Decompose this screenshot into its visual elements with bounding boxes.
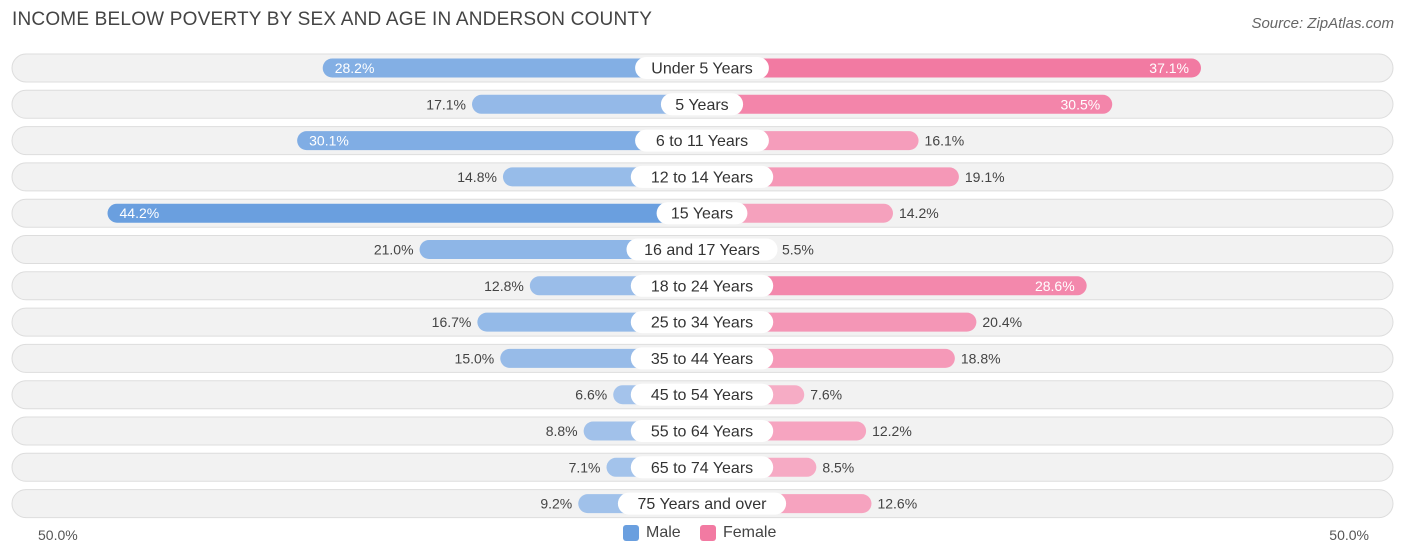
- category-pill: [630, 165, 774, 188]
- legend-male-swatch: [623, 525, 639, 541]
- chart-title: INCOME BELOW POVERTY BY SEX AND AGE IN A…: [12, 9, 653, 30]
- category-label: 15 Years: [671, 206, 733, 223]
- value-label-female: 14.2%: [899, 205, 939, 221]
- chart-row: 6.6% 7.6% 45 to 54 Years: [11, 380, 1394, 410]
- value-label-male: 44.2%: [120, 205, 160, 221]
- category-pill: [630, 274, 774, 297]
- category-pill: [635, 129, 769, 152]
- chart-source: Source: ZipAtlas.com: [1251, 15, 1394, 32]
- chart-row: 12.8% 28.6% 18 to 24 Years: [11, 271, 1394, 301]
- chart-row: 30.1% 16.1% 6 to 11 Years: [11, 126, 1394, 156]
- legend-male[interactable]: Male: [623, 524, 681, 542]
- bar-male: [322, 58, 702, 78]
- chart-row: 15.0% 18.8% 35 to 44 Years: [11, 343, 1394, 373]
- bar-female: [702, 58, 1201, 78]
- category-label: 12 to 14 Years: [651, 169, 753, 186]
- value-label-male: 21.0%: [374, 242, 414, 258]
- category-pill: [630, 347, 774, 370]
- value-label-female: 7.6%: [810, 387, 842, 403]
- chart-row: 17.1% 30.5% 5 Years: [11, 89, 1394, 119]
- value-label-female: 37.1%: [1149, 60, 1189, 76]
- value-label-female: 5.5%: [782, 242, 814, 258]
- value-label-female: 12.6%: [877, 496, 917, 512]
- chart-row: 21.0% 5.5% 16 and 17 Years: [11, 235, 1394, 264]
- category-pill: [617, 492, 787, 515]
- legend-female-swatch: [700, 525, 716, 541]
- value-label-male: 14.8%: [457, 169, 497, 185]
- legend: Male Female: [0, 522, 1406, 546]
- value-label-female: 18.8%: [961, 350, 1001, 366]
- category-label: 18 to 24 Years: [651, 278, 753, 295]
- category-label: 5 Years: [675, 97, 728, 114]
- category-label: 35 to 44 Years: [651, 351, 753, 368]
- category-pill: [630, 456, 774, 479]
- bar-male: [107, 203, 702, 223]
- category-pill: [660, 93, 744, 116]
- value-label-female: 28.6%: [1035, 278, 1075, 294]
- axis-right-label: 50.0%: [1329, 527, 1369, 543]
- bar-male: [472, 94, 702, 114]
- bar-male: [297, 131, 702, 151]
- value-label-female: 19.1%: [965, 169, 1005, 185]
- chart-row: 8.8% 12.2% 55 to 64 Years: [11, 416, 1394, 446]
- value-label-male: 8.8%: [546, 423, 578, 439]
- value-label-male: 15.0%: [455, 350, 495, 366]
- value-label-male: 6.6%: [575, 387, 607, 403]
- chart-row: 16.7% 20.4% 25 to 34 Years: [11, 307, 1394, 337]
- value-label-male: 30.1%: [309, 133, 349, 149]
- value-label-male: 28.2%: [335, 60, 375, 76]
- chart-row: 14.8% 19.1% 12 to 14 Years: [11, 162, 1394, 192]
- chart-row: 44.2% 14.2% 15 Years: [11, 198, 1394, 228]
- category-pill: [635, 57, 769, 79]
- bar-female: [702, 94, 1113, 114]
- category-label: 75 Years and over: [638, 496, 768, 513]
- chart-row: 28.2% 37.1% Under 5 Years: [11, 53, 1394, 83]
- category-pill: [626, 238, 778, 261]
- legend-male-label: Male: [646, 524, 681, 541]
- category-label: 25 to 34 Years: [651, 315, 753, 332]
- value-label-male: 7.1%: [569, 459, 601, 475]
- category-label: 65 to 74 Years: [651, 460, 753, 477]
- bar-chart: 28.2% 37.1% Under 5 Years 17.1% 30.5% 5 Years…: [11, 53, 1394, 519]
- category-label: Under 5 Years: [651, 61, 752, 78]
- chart-row: 9.2% 12.6% 75 Years and over: [11, 489, 1394, 519]
- value-label-female: 20.4%: [982, 314, 1022, 330]
- category-label: 6 to 11 Years: [656, 133, 748, 150]
- category-pill: [630, 311, 774, 334]
- bar-female: [702, 203, 893, 223]
- value-label-male: 16.7%: [432, 314, 472, 330]
- category-pill: [656, 202, 748, 225]
- axis-left-label: 50.0%: [38, 527, 78, 543]
- value-label-female: 30.5%: [1061, 96, 1101, 112]
- category-label: 16 and 17 Years: [644, 242, 760, 259]
- legend-female-label: Female: [723, 524, 777, 541]
- category-label: 55 to 64 Years: [651, 424, 753, 441]
- legend-female[interactable]: Female: [700, 524, 776, 542]
- category-pill: [630, 420, 774, 442]
- value-label-male: 17.1%: [426, 96, 466, 112]
- category-label: 45 to 54 Years: [651, 387, 753, 404]
- value-label-female: 12.2%: [872, 423, 912, 439]
- chart-row: 7.1% 8.5% 65 to 74 Years: [11, 452, 1394, 482]
- value-label-female: 8.5%: [822, 459, 854, 475]
- value-label-female: 16.1%: [925, 133, 965, 149]
- category-pill: [630, 383, 774, 406]
- value-label-male: 9.2%: [540, 496, 572, 512]
- bar-female: [702, 276, 1087, 296]
- value-label-male: 12.8%: [484, 278, 524, 294]
